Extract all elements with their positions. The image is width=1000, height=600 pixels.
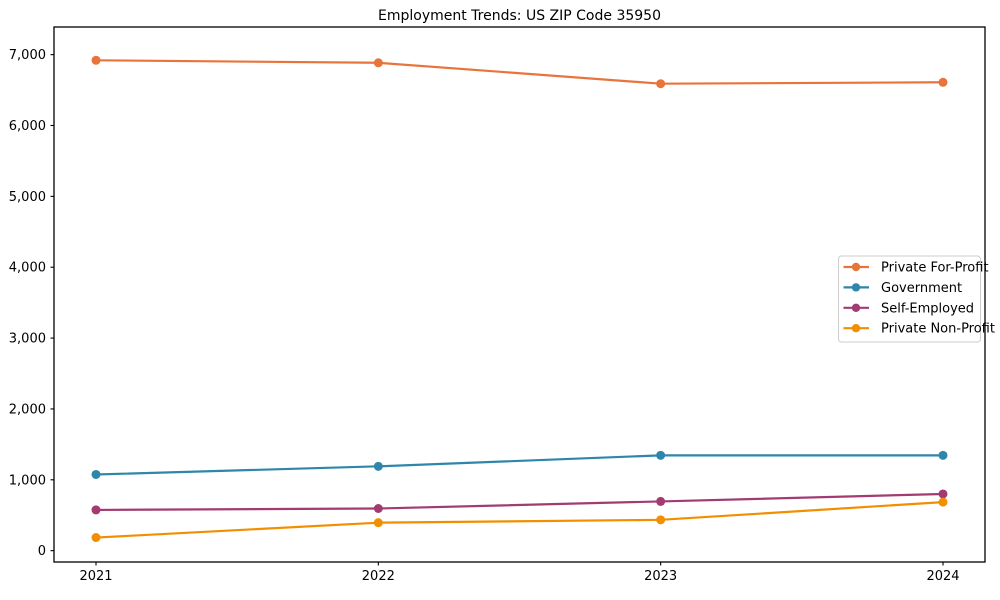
series-line-self-employed <box>95 492 944 512</box>
y-axis-tick-label: 2,000 <box>9 402 46 417</box>
legend-box <box>838 255 981 343</box>
plot-border <box>53 26 986 563</box>
legend-label-government: Government <box>881 281 962 296</box>
legend-marker-private-for-profit <box>851 262 861 272</box>
y-axis-tick-label: 6,000 <box>9 119 46 134</box>
data-point-government <box>91 469 101 479</box>
data-point-private-for-profit <box>656 79 666 89</box>
data-point-private-non-profit <box>938 497 948 507</box>
legend-label-self-employed: Self-Employed <box>881 301 974 316</box>
y-axis-tick-label: 7,000 <box>9 48 46 63</box>
y-axis-tick-label: 4,000 <box>9 261 46 276</box>
data-point-private-for-profit <box>373 58 383 68</box>
data-point-self-employed <box>91 505 101 515</box>
series-line-private-for-profit <box>95 59 944 85</box>
series-line-private-non-profit <box>95 501 944 539</box>
y-axis-tick-label: 5,000 <box>9 190 46 205</box>
data-point-government <box>373 461 383 471</box>
legend-marker-private-non-profit <box>851 324 861 333</box>
y-axis-tick-label: 3,000 <box>9 332 46 347</box>
data-point-government <box>656 450 666 460</box>
x-axis-tick-label: 2024 <box>926 569 959 584</box>
data-point-self-employed <box>938 489 948 499</box>
data-point-private-non-profit <box>91 533 101 543</box>
series-line-government <box>95 454 943 476</box>
data-point-self-employed <box>373 504 383 513</box>
legend-marker-government <box>851 283 861 292</box>
legend-label-private-for-profit: Private For-Profit <box>881 261 989 276</box>
legend-label-private-non-profit: Private Non-Profit <box>881 322 995 337</box>
chart-title: Employment Trends: US ZIP Code 35950 <box>378 8 661 24</box>
data-point-private-non-profit <box>656 515 666 525</box>
x-axis-tick-label: 2022 <box>362 569 395 584</box>
data-point-private-for-profit <box>938 77 948 87</box>
data-point-private-non-profit <box>373 518 383 528</box>
x-axis-tick-label: 2023 <box>644 569 677 584</box>
legend-marker-self-employed <box>851 303 861 312</box>
x-axis-tick-label: 2021 <box>79 569 112 584</box>
data-point-self-employed <box>656 496 666 506</box>
data-point-government <box>938 450 948 460</box>
y-axis-tick-label: 0 <box>38 544 46 559</box>
data-point-private-for-profit <box>91 55 101 65</box>
y-axis-tick-label: 1,000 <box>9 473 46 488</box>
